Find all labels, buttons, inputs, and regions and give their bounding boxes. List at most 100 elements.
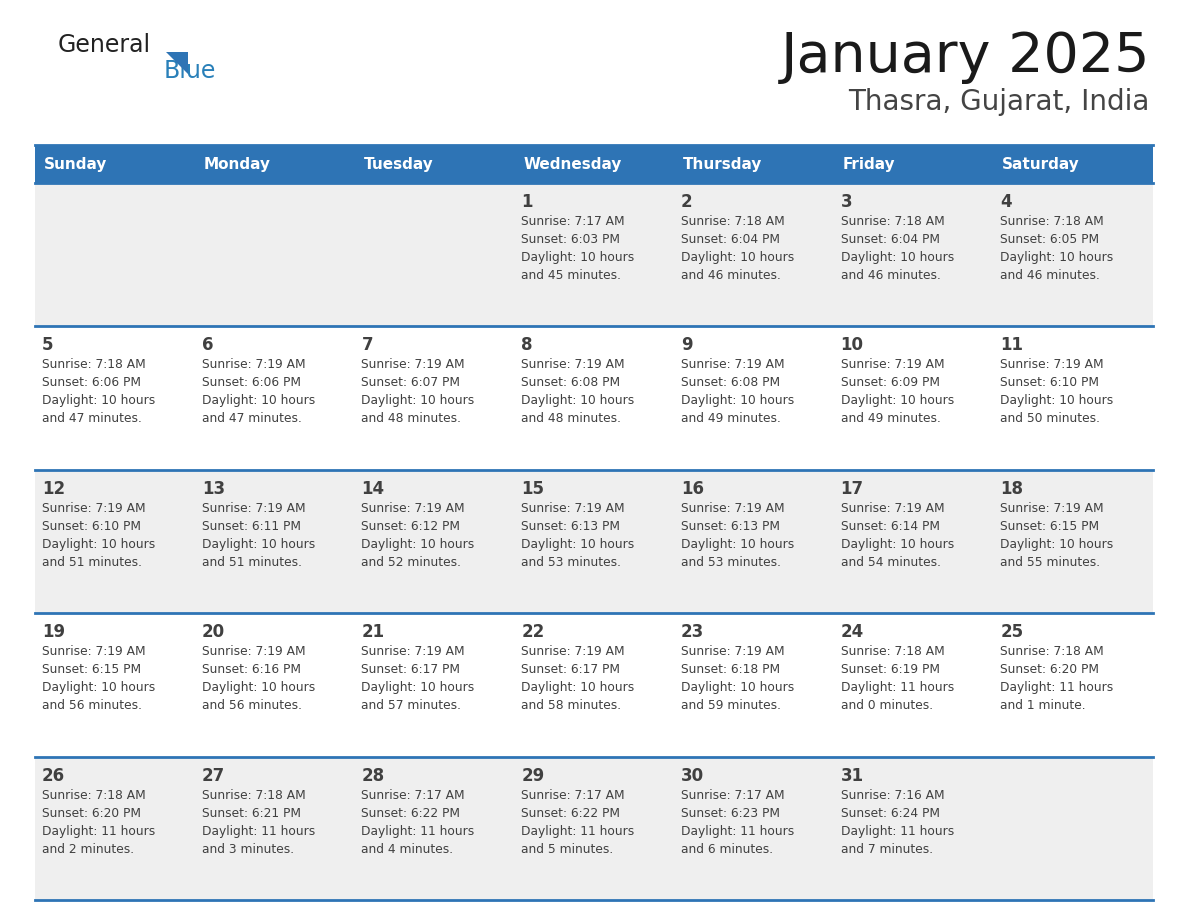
- Text: 15: 15: [522, 480, 544, 498]
- Text: Daylight: 10 hours: Daylight: 10 hours: [681, 538, 794, 551]
- Text: 19: 19: [42, 623, 65, 641]
- Text: Sunset: 6:07 PM: Sunset: 6:07 PM: [361, 376, 461, 389]
- Text: and 53 minutes.: and 53 minutes.: [522, 555, 621, 569]
- Text: Sunset: 6:17 PM: Sunset: 6:17 PM: [361, 663, 461, 677]
- Text: and 5 minutes.: and 5 minutes.: [522, 843, 613, 856]
- Text: Sunrise: 7:19 AM: Sunrise: 7:19 AM: [42, 502, 146, 515]
- Text: Daylight: 11 hours: Daylight: 11 hours: [522, 824, 634, 837]
- Text: Sunset: 6:13 PM: Sunset: 6:13 PM: [681, 520, 779, 532]
- Text: Friday: Friday: [842, 156, 896, 172]
- Text: Sunrise: 7:18 AM: Sunrise: 7:18 AM: [42, 358, 146, 372]
- Text: Daylight: 10 hours: Daylight: 10 hours: [1000, 538, 1113, 551]
- Text: and 49 minutes.: and 49 minutes.: [681, 412, 781, 425]
- Text: Daylight: 10 hours: Daylight: 10 hours: [202, 395, 315, 408]
- Text: General: General: [58, 33, 151, 57]
- Text: 7: 7: [361, 336, 373, 354]
- Text: 12: 12: [42, 480, 65, 498]
- Text: Sunset: 6:21 PM: Sunset: 6:21 PM: [202, 807, 301, 820]
- Text: 16: 16: [681, 480, 703, 498]
- Text: and 58 minutes.: and 58 minutes.: [522, 700, 621, 712]
- Text: and 47 minutes.: and 47 minutes.: [202, 412, 302, 425]
- Text: Sunrise: 7:18 AM: Sunrise: 7:18 AM: [1000, 215, 1104, 228]
- Text: 21: 21: [361, 623, 385, 641]
- Text: Sunset: 6:10 PM: Sunset: 6:10 PM: [42, 520, 141, 532]
- Text: Sunset: 6:03 PM: Sunset: 6:03 PM: [522, 233, 620, 246]
- Text: and 51 minutes.: and 51 minutes.: [42, 555, 143, 569]
- Text: and 55 minutes.: and 55 minutes.: [1000, 555, 1100, 569]
- Text: Daylight: 10 hours: Daylight: 10 hours: [42, 538, 156, 551]
- Text: Sunrise: 7:19 AM: Sunrise: 7:19 AM: [202, 502, 305, 515]
- Text: Daylight: 10 hours: Daylight: 10 hours: [681, 395, 794, 408]
- Text: Sunrise: 7:18 AM: Sunrise: 7:18 AM: [841, 645, 944, 658]
- Text: 31: 31: [841, 767, 864, 785]
- Text: Sunset: 6:22 PM: Sunset: 6:22 PM: [522, 807, 620, 820]
- Text: 25: 25: [1000, 623, 1023, 641]
- Text: Thasra, Gujarat, India: Thasra, Gujarat, India: [848, 88, 1150, 116]
- Text: Sunset: 6:15 PM: Sunset: 6:15 PM: [42, 663, 141, 677]
- Text: and 3 minutes.: and 3 minutes.: [202, 843, 293, 856]
- Text: and 51 minutes.: and 51 minutes.: [202, 555, 302, 569]
- Text: Sunrise: 7:19 AM: Sunrise: 7:19 AM: [841, 502, 944, 515]
- Text: Sunset: 6:09 PM: Sunset: 6:09 PM: [841, 376, 940, 389]
- Text: Sunset: 6:19 PM: Sunset: 6:19 PM: [841, 663, 940, 677]
- Text: 1: 1: [522, 193, 532, 211]
- Text: and 4 minutes.: and 4 minutes.: [361, 843, 454, 856]
- Text: Sunrise: 7:19 AM: Sunrise: 7:19 AM: [681, 358, 784, 372]
- Text: 30: 30: [681, 767, 704, 785]
- Bar: [34, 145, 195, 183]
- Text: Sunset: 6:14 PM: Sunset: 6:14 PM: [841, 520, 940, 532]
- Text: Sunset: 6:20 PM: Sunset: 6:20 PM: [42, 807, 141, 820]
- Text: and 49 minutes.: and 49 minutes.: [841, 412, 941, 425]
- Bar: [195, 145, 354, 183]
- Text: Daylight: 10 hours: Daylight: 10 hours: [361, 681, 475, 694]
- Text: and 56 minutes.: and 56 minutes.: [42, 700, 143, 712]
- Text: Sunrise: 7:19 AM: Sunrise: 7:19 AM: [361, 502, 465, 515]
- Text: 26: 26: [42, 767, 65, 785]
- Bar: [34, 327, 1154, 470]
- Text: 18: 18: [1000, 480, 1023, 498]
- Text: 29: 29: [522, 767, 544, 785]
- Text: 6: 6: [202, 336, 213, 354]
- Text: Daylight: 10 hours: Daylight: 10 hours: [841, 538, 954, 551]
- Text: and 59 minutes.: and 59 minutes.: [681, 700, 781, 712]
- Text: Sunset: 6:18 PM: Sunset: 6:18 PM: [681, 663, 781, 677]
- Bar: [514, 145, 674, 183]
- Text: 9: 9: [681, 336, 693, 354]
- Text: Daylight: 11 hours: Daylight: 11 hours: [841, 681, 954, 694]
- Polygon shape: [166, 52, 188, 74]
- Text: 10: 10: [841, 336, 864, 354]
- Text: Thursday: Thursday: [683, 156, 763, 172]
- Text: and 2 minutes.: and 2 minutes.: [42, 843, 134, 856]
- Text: Sunrise: 7:18 AM: Sunrise: 7:18 AM: [1000, 645, 1104, 658]
- Text: Daylight: 10 hours: Daylight: 10 hours: [841, 251, 954, 264]
- Text: 28: 28: [361, 767, 385, 785]
- Text: Sunrise: 7:18 AM: Sunrise: 7:18 AM: [202, 789, 305, 801]
- Text: Monday: Monday: [203, 156, 271, 172]
- Text: and 46 minutes.: and 46 minutes.: [681, 269, 781, 282]
- Text: Daylight: 10 hours: Daylight: 10 hours: [522, 251, 634, 264]
- Text: Sunset: 6:06 PM: Sunset: 6:06 PM: [42, 376, 141, 389]
- Text: and 47 minutes.: and 47 minutes.: [42, 412, 141, 425]
- Text: and 57 minutes.: and 57 minutes.: [361, 700, 461, 712]
- Text: Sunrise: 7:19 AM: Sunrise: 7:19 AM: [361, 645, 465, 658]
- Text: and 50 minutes.: and 50 minutes.: [1000, 412, 1100, 425]
- Text: Sunrise: 7:19 AM: Sunrise: 7:19 AM: [1000, 358, 1104, 372]
- Text: Wednesday: Wednesday: [523, 156, 621, 172]
- Text: Sunday: Sunday: [44, 156, 107, 172]
- Text: 5: 5: [42, 336, 53, 354]
- Text: Blue: Blue: [164, 59, 216, 83]
- Text: Sunset: 6:04 PM: Sunset: 6:04 PM: [841, 233, 940, 246]
- Text: and 45 minutes.: and 45 minutes.: [522, 269, 621, 282]
- Text: Daylight: 10 hours: Daylight: 10 hours: [522, 395, 634, 408]
- Text: Sunrise: 7:19 AM: Sunrise: 7:19 AM: [841, 358, 944, 372]
- Text: Daylight: 11 hours: Daylight: 11 hours: [202, 824, 315, 837]
- Text: Sunrise: 7:19 AM: Sunrise: 7:19 AM: [202, 645, 305, 658]
- Bar: [674, 145, 834, 183]
- Text: Daylight: 10 hours: Daylight: 10 hours: [681, 681, 794, 694]
- Text: Daylight: 10 hours: Daylight: 10 hours: [42, 681, 156, 694]
- Text: Sunrise: 7:19 AM: Sunrise: 7:19 AM: [42, 645, 146, 658]
- Text: Daylight: 11 hours: Daylight: 11 hours: [841, 824, 954, 837]
- Text: Sunset: 6:08 PM: Sunset: 6:08 PM: [522, 376, 620, 389]
- Text: and 46 minutes.: and 46 minutes.: [841, 269, 941, 282]
- Bar: [34, 183, 1154, 327]
